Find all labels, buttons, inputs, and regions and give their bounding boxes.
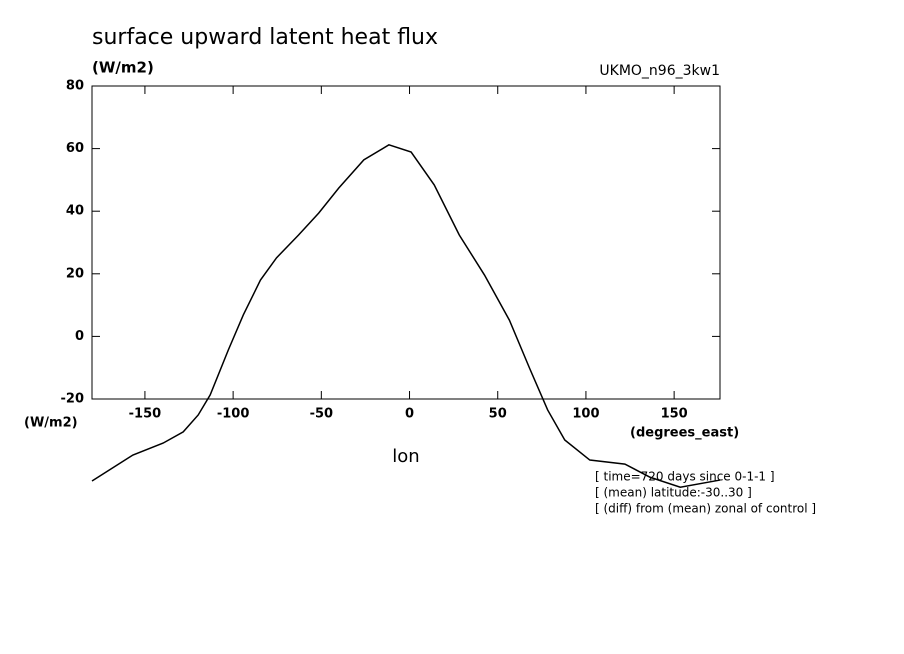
x-tick-label: 50 xyxy=(489,407,507,422)
x-axis-label: lon xyxy=(392,446,419,467)
y-tick-label: 80 xyxy=(66,79,84,94)
y-tick-label: 60 xyxy=(66,141,84,156)
x-tick-label: 150 xyxy=(661,407,688,422)
y-unit-top: (W/m2) xyxy=(92,59,154,77)
annotation: [ (diff) from (mean) zonal of control ] xyxy=(595,502,816,516)
annotation: [ time=720 days since 0-1-1 ] xyxy=(595,470,775,484)
x-tick-label: 100 xyxy=(572,407,599,422)
x-tick-label: -100 xyxy=(217,407,250,422)
y-tick-label: -20 xyxy=(61,392,85,407)
x-tick-label: -50 xyxy=(310,407,334,422)
x-tick-label: -150 xyxy=(129,407,162,422)
y-tick-label: 20 xyxy=(66,266,84,281)
dataset-label: UKMO_n96_3kw1 xyxy=(599,63,720,79)
chart-title: surface upward latent heat flux xyxy=(92,25,438,50)
x-unit: (degrees_east) xyxy=(630,426,739,441)
y-unit-left: (W/m2) xyxy=(24,416,78,431)
x-tick-label: 0 xyxy=(405,407,414,422)
y-tick-label: 40 xyxy=(66,204,84,219)
data-line xyxy=(91,144,721,489)
y-tick-label: 0 xyxy=(75,329,84,344)
annotation: [ (mean) latitude:-30..30 ] xyxy=(595,486,752,500)
plot-frame xyxy=(91,85,721,400)
